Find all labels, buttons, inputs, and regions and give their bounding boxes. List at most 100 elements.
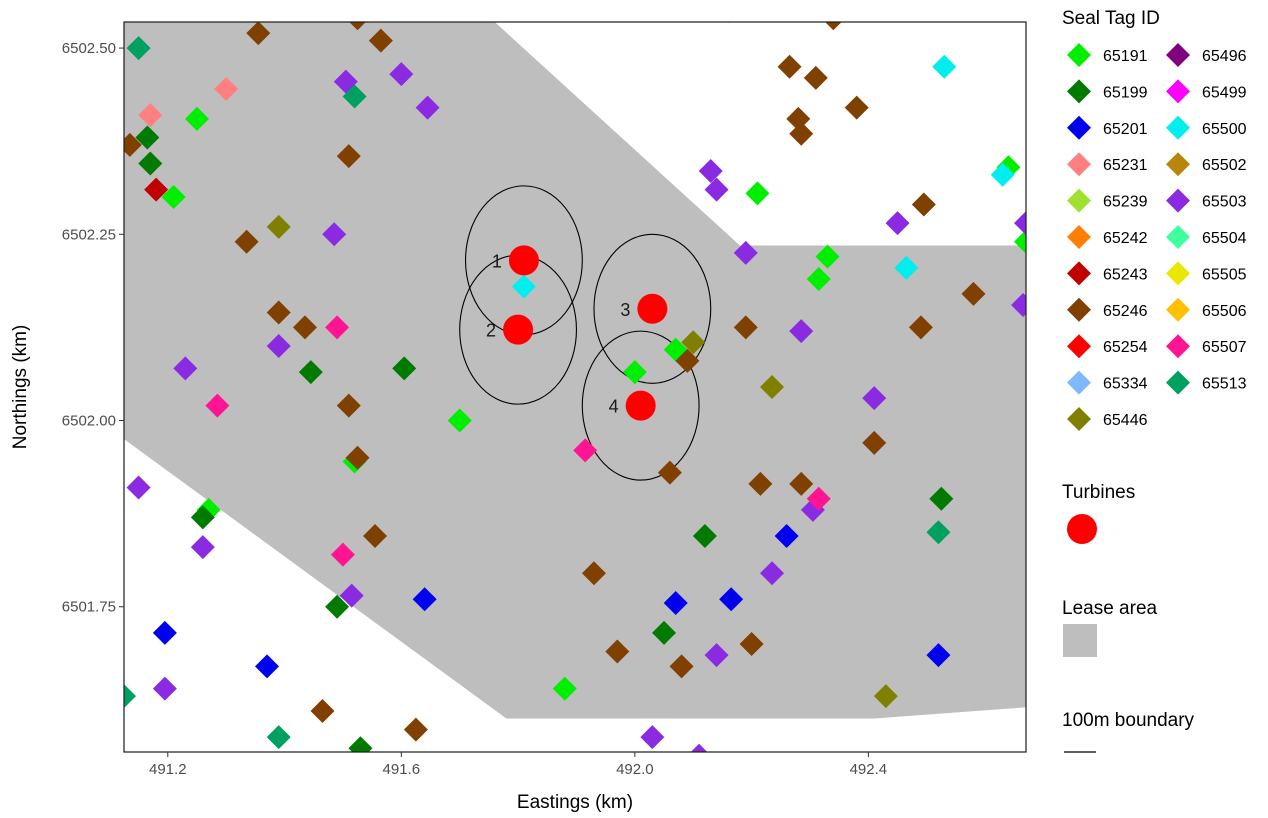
seal-points (124, 22, 1026, 752)
seal-point-65191 (1014, 229, 1026, 254)
legend-key-65334 (1067, 370, 1091, 395)
seal-point-65503 (789, 319, 814, 344)
seal-point-65246 (581, 561, 606, 586)
seal-point-65199 (348, 736, 373, 752)
x-axis: 491.2 491.6 492.0 492.4 (149, 752, 887, 778)
seal-point-65446 (681, 330, 706, 355)
seal-point-65513 (266, 725, 291, 750)
legend-label-65239: 65239 (1103, 194, 1148, 211)
legend-label-65191: 65191 (1103, 48, 1148, 65)
legend-label-65254: 65254 (1103, 339, 1148, 356)
seal-point-65507 (806, 486, 831, 511)
legend-label-65502: 65502 (1202, 157, 1247, 174)
seal-point-65500 (511, 274, 536, 299)
seal-point-65246 (292, 315, 317, 340)
legend-key-65239 (1067, 188, 1091, 213)
seal-point-65507 (573, 438, 598, 463)
seal-point-65246 (727, 22, 730, 23)
seal-point-65246 (336, 393, 361, 418)
seal-point-65246 (266, 300, 291, 325)
seal-point-65246 (825, 22, 842, 31)
plot-area: 1 2 3 4 (124, 22, 1026, 752)
legend-key-65242 (1067, 225, 1091, 249)
seal-point-65246 (669, 654, 694, 679)
seal-point-65503 (733, 240, 758, 265)
legend-label-65505: 65505 (1202, 266, 1247, 283)
y-tick-label: 6501.75 (62, 599, 116, 616)
legend-key-65499 (1166, 79, 1190, 104)
legend-key-65504 (1166, 225, 1190, 249)
y-tick-label: 6502.25 (62, 226, 116, 243)
seal-point-65191 (815, 244, 840, 269)
legend-label-65199: 65199 (1103, 84, 1148, 101)
seal-point-65199 (692, 523, 717, 548)
x-tick-label: 492.0 (616, 761, 654, 778)
legend-label-65446: 65446 (1103, 412, 1148, 429)
seal-point-65503 (126, 475, 151, 500)
turbine-point-3 (637, 293, 668, 324)
seal-legend-title: Seal Tag ID (1062, 8, 1160, 29)
turbine-legend-title: Turbines (1062, 482, 1135, 503)
seal-point-65246 (310, 699, 335, 724)
seal-point-65507 (205, 393, 230, 418)
y-axis: 6501.75 6502.00 6502.25 6502.50 (62, 40, 124, 616)
plot-border (123, 21, 1027, 753)
legend-label-65513: 65513 (1202, 376, 1247, 393)
lease-legend-title: Lease area (1062, 598, 1158, 619)
seal-point-65507 (325, 315, 350, 340)
seal-point-65246 (336, 144, 361, 169)
y-tick-label: 6502.50 (62, 40, 116, 57)
lease-legend-key (1063, 624, 1097, 657)
seal-point-65246 (124, 132, 142, 157)
turbine-label-3: 3 (620, 300, 630, 320)
legend-label-65499: 65499 (1202, 84, 1247, 101)
seal-point-65503 (173, 356, 198, 381)
legend-label-65503: 65503 (1202, 194, 1247, 211)
seal-point-65503 (704, 177, 729, 202)
seal-point-65503 (862, 386, 887, 411)
legend-key-65231 (1067, 152, 1091, 177)
seal-point-65199 (929, 486, 954, 511)
seal-point-65201 (719, 587, 744, 612)
seal-point-65503 (322, 222, 347, 247)
seal-point-65191 (806, 266, 831, 291)
seal-point-65199 (190, 505, 215, 530)
legend-label-65242: 65242 (1103, 230, 1148, 247)
seal-point-65191 (184, 106, 209, 131)
turbine-legend-key (1067, 514, 1097, 544)
legend-label-65507: 65507 (1202, 339, 1247, 356)
seal-point-65246 (911, 192, 936, 217)
legend-key-65507 (1166, 334, 1190, 359)
seal-point-65246 (675, 348, 700, 373)
legend-key-65500 (1166, 115, 1190, 140)
seal-point-65201 (152, 620, 177, 645)
boundary-legend-title: 100m boundary (1062, 710, 1195, 731)
lease-area-polygon (124, 22, 1026, 719)
legend-key-65506 (1166, 297, 1190, 322)
seal-point-65231 (138, 103, 163, 128)
seal-point-65246 (246, 22, 271, 46)
seal-point-65246 (345, 445, 370, 470)
y-tick-label: 6502.00 (62, 413, 116, 430)
turbine-point-1 (508, 245, 539, 276)
turbine-label-1: 1 (492, 251, 502, 271)
seal-point-65503 (389, 62, 414, 87)
seal-point-65503 (690, 743, 708, 752)
legend-key-65199 (1067, 79, 1091, 104)
seal-point-65191 (447, 408, 472, 433)
seal-point-65191 (622, 360, 647, 385)
legend-key-65513 (1166, 370, 1190, 395)
seal-point-65503 (1014, 211, 1026, 236)
legend-label-65334: 65334 (1103, 376, 1148, 393)
legend-key-65243 (1067, 261, 1091, 286)
turbine-point-2 (503, 314, 534, 345)
seal-point-65503 (885, 211, 910, 236)
seal-point-65513 (124, 684, 136, 709)
seal-point-65191 (552, 676, 577, 701)
legend-label-65504: 65504 (1202, 230, 1247, 247)
seal-point-65246 (748, 471, 773, 496)
turbine-points: 1 2 3 4 (486, 245, 668, 421)
seal-point-65503 (698, 158, 723, 183)
seal-point-65246 (862, 430, 887, 455)
